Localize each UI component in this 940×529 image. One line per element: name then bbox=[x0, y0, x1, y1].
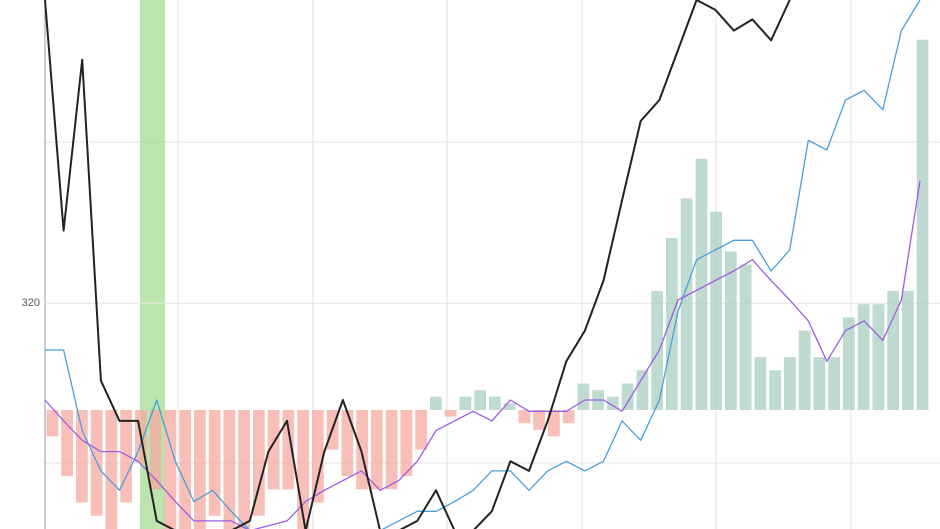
histogram-bar bbox=[857, 304, 870, 410]
histogram-bar bbox=[665, 238, 678, 410]
histogram-bar bbox=[105, 409, 118, 529]
histogram-bar bbox=[223, 409, 236, 529]
histogram-bar bbox=[783, 357, 796, 410]
histogram-bar bbox=[798, 330, 811, 410]
histogram-bar bbox=[488, 396, 501, 410]
histogram-bar bbox=[356, 409, 369, 490]
histogram-bar bbox=[813, 357, 826, 410]
histogram-bar bbox=[503, 403, 516, 410]
histogram-bar bbox=[842, 317, 855, 410]
line-series bbox=[44, 0, 791, 529]
histogram-bar bbox=[636, 370, 649, 410]
histogram-bar bbox=[547, 409, 560, 437]
histogram-bar bbox=[621, 383, 634, 410]
histogram-bar bbox=[577, 383, 590, 410]
histogram-bar bbox=[208, 409, 221, 516]
histogram-bar bbox=[238, 409, 251, 529]
histogram-bar bbox=[901, 290, 914, 410]
histogram-bar bbox=[872, 304, 885, 410]
histogram-bar bbox=[754, 357, 767, 410]
histogram-bar bbox=[724, 251, 737, 410]
histogram-bar bbox=[533, 409, 546, 430]
histogram-bar bbox=[282, 409, 295, 490]
histogram-bar bbox=[164, 409, 177, 529]
histogram-bar bbox=[916, 39, 929, 410]
histogram-bar bbox=[444, 409, 457, 417]
histogram-bar bbox=[120, 409, 133, 503]
histogram-bar bbox=[459, 396, 472, 410]
histogram-bar bbox=[828, 357, 841, 410]
histogram-bar bbox=[341, 409, 354, 477]
histogram-bar bbox=[75, 409, 88, 503]
line-series bbox=[45, 0, 921, 529]
line-series bbox=[44, 180, 921, 529]
histogram-bar bbox=[769, 370, 782, 410]
histogram-bar bbox=[429, 396, 442, 410]
histogram-bar bbox=[518, 409, 531, 424]
histogram-bar bbox=[400, 409, 413, 477]
histogram-bar bbox=[385, 409, 398, 490]
histogram-bar bbox=[695, 158, 708, 410]
histogram-bar bbox=[474, 390, 487, 410]
histogram-bar bbox=[651, 290, 664, 410]
histogram-bar bbox=[606, 396, 619, 410]
histogram-bar bbox=[311, 409, 324, 503]
histogram-bar bbox=[252, 409, 265, 516]
histogram-bar bbox=[46, 409, 59, 437]
histogram-bar bbox=[415, 409, 428, 450]
histogram-bar bbox=[562, 409, 575, 424]
histogram-bar bbox=[297, 409, 310, 529]
histogram-bar bbox=[739, 264, 752, 410]
histogram-bar bbox=[61, 409, 74, 477]
histogram-bar bbox=[887, 290, 900, 410]
y-tick-label: 320 bbox=[22, 297, 40, 309]
histogram-bar bbox=[193, 409, 206, 529]
histogram-bar bbox=[370, 409, 383, 490]
histogram-bar bbox=[179, 409, 192, 529]
histogram-bar bbox=[267, 409, 280, 490]
histogram-bar bbox=[680, 198, 693, 410]
histogram-bar bbox=[149, 409, 162, 490]
histogram-bar bbox=[710, 211, 723, 410]
